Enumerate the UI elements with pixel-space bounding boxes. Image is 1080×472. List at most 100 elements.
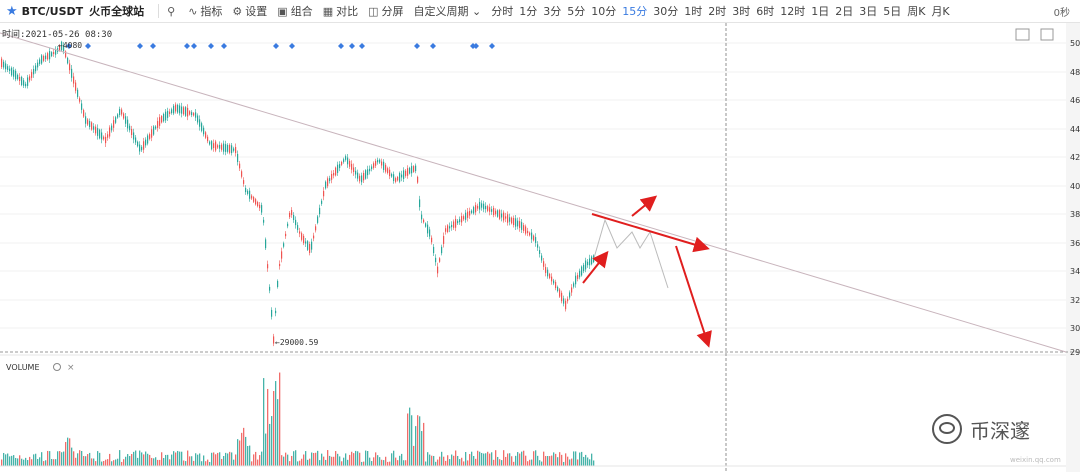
layout-toggle-icon[interactable] [1015, 28, 1030, 41]
candle-body [401, 174, 403, 178]
volume-bar [155, 457, 157, 466]
candle-body [551, 276, 553, 282]
candle-body [431, 237, 433, 243]
volume-bar [297, 461, 299, 466]
fullscreen-icon[interactable] [1040, 28, 1054, 41]
interval-10[interactable]: 6时 [756, 5, 775, 18]
volume-bar [27, 460, 29, 466]
candle-body [185, 107, 187, 116]
volume-bar [53, 459, 55, 466]
symbol-label[interactable]: BTC/USDT [21, 4, 84, 18]
volume-bar [87, 454, 89, 466]
volume-bar [89, 452, 91, 466]
candle-body [39, 59, 41, 64]
candle-body [467, 211, 469, 218]
volume-settings-icon[interactable] [53, 363, 61, 371]
volume-bar [109, 453, 111, 466]
candle-body [303, 235, 305, 244]
candle-body [509, 217, 511, 222]
split-screen-button[interactable]: ◫ 分屏 [368, 3, 403, 19]
volume-bar [21, 458, 23, 466]
candle-body [285, 233, 287, 237]
interval-14[interactable]: 3日 [859, 5, 878, 18]
settings-button[interactable]: ⚙ 设置 [232, 3, 267, 19]
interval-15[interactable]: 5日 [883, 5, 902, 18]
interval-8[interactable]: 2时 [708, 5, 727, 18]
volume-bar [527, 461, 529, 466]
interval-13[interactable]: 2日 [835, 5, 854, 18]
volume-bar [583, 456, 585, 466]
candle-body [579, 270, 581, 278]
candle-body [119, 109, 121, 115]
interval-4[interactable]: 10分 [591, 5, 617, 18]
trendline[interactable] [0, 32, 1067, 353]
candle-body [155, 126, 157, 129]
candle-body [81, 103, 83, 110]
split-screen-icon: ◫ [368, 4, 379, 18]
candle-body [205, 132, 207, 138]
volume-bar [371, 461, 373, 466]
candle-body [499, 210, 501, 219]
interval-3[interactable]: 5分 [567, 5, 586, 18]
volume-bar [551, 455, 553, 466]
interval-0[interactable]: 分时 [491, 5, 514, 18]
candle-body [277, 281, 279, 287]
price-chart[interactable]: 50 48 46 44 42 40 38 36 34 32 30 29 ←4080 ←29000.59… [0, 23, 1080, 472]
volume-bar [431, 455, 433, 466]
custom-period-dropdown[interactable]: 自定义周期 ⌄ [414, 3, 482, 19]
interval-16[interactable]: 周K [907, 5, 926, 18]
candle-body [315, 226, 317, 231]
candle-body [235, 146, 237, 154]
interval-17[interactable]: 月K [931, 5, 950, 18]
candle-body [345, 156, 347, 160]
candle-body [415, 165, 417, 172]
volume-bar [419, 416, 421, 466]
search-button[interactable]: ⚲ [167, 5, 178, 18]
volume-bar [401, 453, 403, 466]
volume-close-icon[interactable]: × [67, 363, 75, 373]
candle-body [45, 55, 47, 60]
candle-body [101, 132, 103, 140]
volume-bar [463, 461, 465, 466]
crosshair-time-label: 时间:2021-05-26 08:30 [2, 30, 113, 40]
interval-6[interactable]: 30分 [653, 5, 679, 18]
candle-body [441, 246, 443, 254]
interval-9[interactable]: 3时 [732, 5, 751, 18]
volume-bar [47, 450, 49, 466]
candle-body [23, 80, 25, 86]
candle-body [581, 266, 583, 276]
price-axis-label: 48 [1070, 68, 1080, 77]
candle-body [279, 263, 281, 267]
interval-12[interactable]: 1日 [811, 5, 830, 18]
combo-button[interactable]: ▣ 组合 [277, 3, 312, 19]
candle-body [107, 134, 109, 138]
interval-5[interactable]: 15分 [622, 5, 648, 18]
volume-bar [473, 455, 475, 466]
volume-bar [33, 454, 35, 466]
candle-body [169, 111, 171, 114]
interval-2[interactable]: 3分 [543, 5, 562, 18]
indicator-button[interactable]: ∿ 指标 [188, 3, 222, 19]
candle-body [561, 292, 563, 302]
volume-bar [69, 438, 71, 466]
favorite-star-icon[interactable]: ★ [6, 3, 18, 19]
compare-button[interactable]: ▦ 对比 [323, 3, 358, 19]
volume-bar [135, 450, 137, 466]
volume-bar [563, 461, 565, 466]
interval-7[interactable]: 1时 [684, 5, 703, 18]
volume-bar [157, 459, 159, 466]
candle-body [15, 70, 17, 80]
candle-body [421, 214, 423, 220]
volume-bar [397, 460, 399, 466]
interval-1[interactable]: 1分 [519, 5, 538, 18]
interval-11[interactable]: 12时 [780, 5, 806, 18]
volume-bar [5, 454, 7, 466]
volume-bar [367, 451, 369, 466]
volume-bar [525, 455, 527, 466]
volume-bar [35, 453, 37, 466]
candle-body [317, 216, 319, 223]
candle-body [247, 190, 249, 194]
candle-body [359, 175, 361, 182]
candle-body [355, 170, 357, 175]
volume-bar [305, 451, 307, 466]
